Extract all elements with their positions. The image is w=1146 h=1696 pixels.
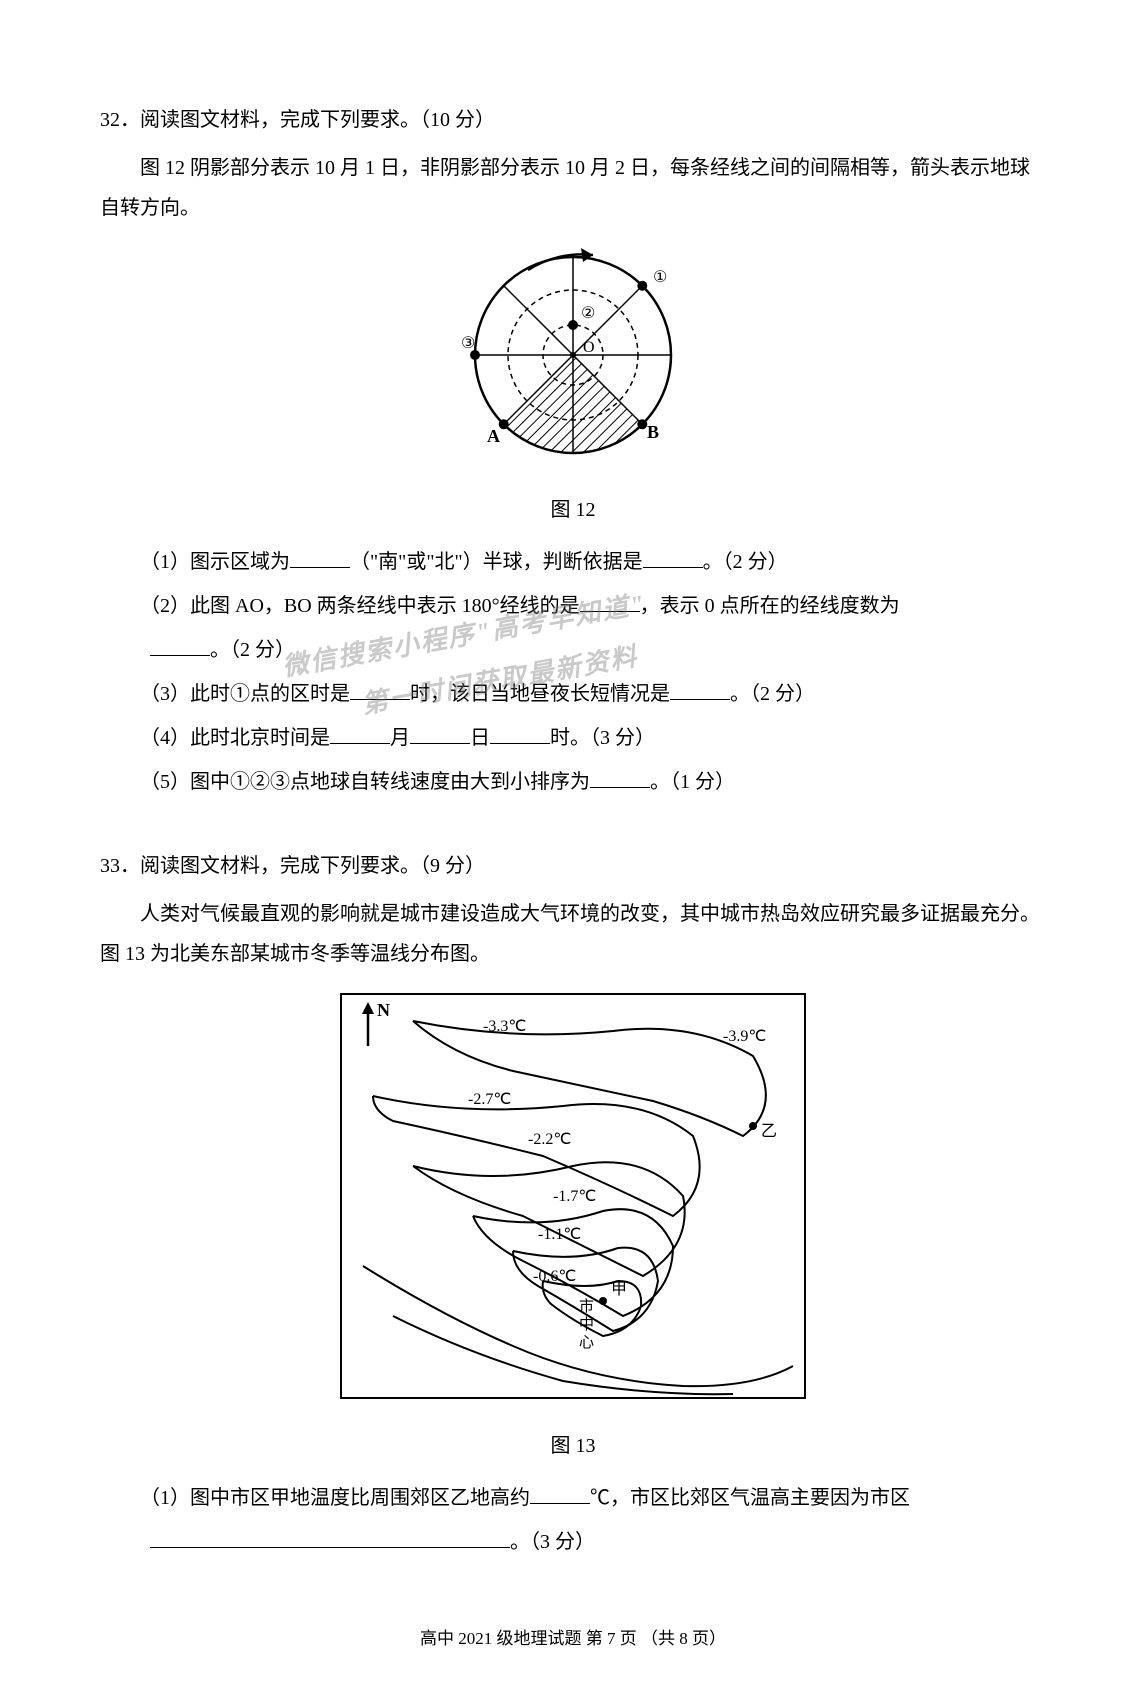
q33-sub1-mid: ℃，市区比郊区气温高主要因为市区 [590,1487,910,1509]
q33-header: 33．阅读图文材料，完成下列要求。（9 分） [100,846,1046,886]
q32-sub5: （5）图中①②③点地球自转线速度由大到小排序为。（1 分） [150,762,1046,802]
blank [580,588,640,612]
q32-sub1-post: 。（2 分） [703,551,788,573]
q32-title: 阅读图文材料，完成下列要求。（10 分） [140,109,495,131]
blank [590,764,650,788]
q32-sub4-mid2: 日 [470,727,490,749]
q32-sub3-mid: 时，该日当地昼夜长短情况是 [410,683,670,705]
q32-body: 图 12 阴影部分表示 10 月 1 日，非阴影部分表示 10 月 2 日，每条… [100,148,1046,228]
q32-sub5-pre: （5）图中①②③点地球自转线速度由大到小排序为 [140,771,590,793]
label-m3: ③ [461,335,475,352]
iso-3: -1.7℃ [553,1188,596,1205]
blank [643,544,703,568]
q32-sub1-mid: （"南"或"北"）半球，判断依据是 [350,551,643,573]
blank [330,720,390,744]
q32-header: 32．阅读图文材料，完成下列要求。（10 分） [100,100,1046,140]
q33-number: 33． [100,855,140,877]
label-shi: 市 [579,1298,594,1315]
q32-sub2-post: 。（2 分） [210,639,295,661]
figure-13-svg: N -3.3℃ -2.7℃ -2.2℃ -1.7℃ -1.1℃ -0.6℃ -3… [333,986,813,1406]
q32-sub4-mid1: 月 [390,727,410,749]
question-32: 32．阅读图文材料，完成下列要求。（10 分） 图 12 阴影部分表示 10 月… [100,100,1046,802]
q33-sub1-pre: （1）图中市区甲地温度比周围郊区乙地高约 [140,1487,530,1509]
question-33: 33．阅读图文材料，完成下列要求。（9 分） 人类对气候最直观的影响就是城市建设… [100,846,1046,1562]
q32-sub3-post: 。（2 分） [730,683,815,705]
q32-number: 32． [100,109,140,131]
q33-body: 人类对气候最直观的影响就是城市建设造成大气环境的改变，其中城市热岛效应研究最多证… [100,894,1046,974]
q32-sub2-pre: （2）此图 AO，BO 两条经线中表示 180°经线的是 [140,595,580,617]
iso-1: -2.7℃ [468,1091,511,1108]
blank [350,676,410,700]
label-B: B [647,422,659,442]
blank [410,720,470,744]
label-N: N [377,1000,390,1020]
label-jia: 甲 [611,1281,627,1298]
figure-13-container: N -3.3℃ -2.7℃ -2.2℃ -1.7℃ -1.1℃ -0.6℃ -3… [100,986,1046,1466]
iso-4: -1.1℃ [538,1226,581,1243]
blank [530,1480,590,1504]
q33-sub1-cont: 。（3 分） [150,1522,1046,1562]
iso-2: -2.2℃ [528,1131,571,1148]
page-footer: 高中 2021 级地理试题 第 7 页 （共 8 页） [100,1622,1046,1656]
figure-12-caption: 图 12 [100,490,1046,530]
q32-sub4-mid3: 时。（3 分） [550,727,655,749]
label-yi: 乙 [761,1123,777,1140]
label-m2: ② [581,305,595,322]
page-content: 32．阅读图文材料，完成下列要求。（10 分） 图 12 阴影部分表示 10 月… [100,100,1046,1656]
q32-sub2-cont: 。（2 分） [150,630,1046,670]
blank [290,544,350,568]
q33-sub1: （1）图中市区甲地温度比周围郊区乙地高约℃，市区比郊区气温高主要因为市区 [150,1478,1046,1518]
q32-sub2: （2）此图 AO，BO 两条经线中表示 180°经线的是，表示 0 点所在的经线… [150,586,1046,626]
q32-sub2-mid: ，表示 0 点所在的经线度数为 [640,595,900,617]
label-O: O [583,339,595,356]
q33-sub1-post: 。（3 分） [510,1531,595,1553]
q33-title: 阅读图文材料，完成下列要求。（9 分） [140,855,485,877]
q32-sub1: （1）图示区域为（"南"或"北"）半球，判断依据是。（2 分） [150,542,1046,582]
iso-0: -3.3℃ [483,1018,526,1035]
blank [490,720,550,744]
label-zhong: 中 [579,1316,594,1333]
iso-5: -0.6℃ [533,1268,576,1285]
q32-sub3: （3）此时①点的区时是时，该日当地昼夜长短情况是。（2 分） [150,674,1046,714]
label-A: A [487,426,500,446]
blank [670,676,730,700]
q32-sub1-pre: （1）图示区域为 [140,551,290,573]
label-minus39: -3.9℃ [723,1028,766,1045]
label-xin: 心 [579,1334,594,1351]
figure-12-svg: O ① ② ③ A B [433,240,713,470]
q32-sub5-post: 。（1 分） [650,771,735,793]
q32-sub4: （4）此时北京时间是月日时。（3 分） [150,718,1046,758]
blank [150,632,210,656]
figure-13-caption: 图 13 [100,1426,1046,1466]
q32-sub3-pre: （3）此时①点的区时是 [140,683,350,705]
label-m1: ① [653,269,667,286]
q32-sub4-pre: （4）此时北京时间是 [140,727,330,749]
blank-long [150,1524,510,1548]
figure-12-container: O ① ② ③ A B 图 12 [100,240,1046,530]
